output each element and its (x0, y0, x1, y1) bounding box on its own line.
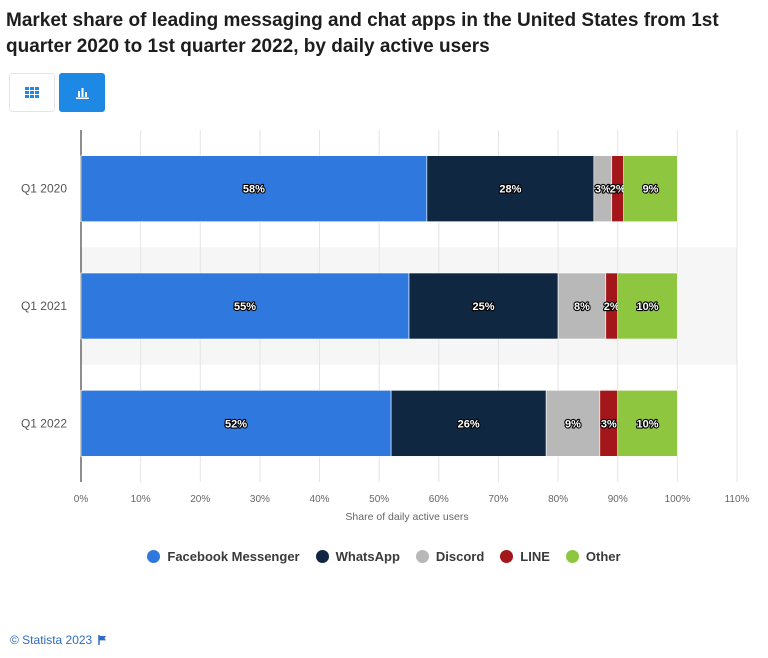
data-label: 58% (243, 184, 265, 196)
data-label: 3% (601, 418, 617, 430)
x-tick-label: 90% (608, 494, 628, 505)
footer: © Statista 2023 (10, 633, 107, 647)
data-label: 9% (565, 418, 581, 430)
x-tick-label: 30% (250, 494, 270, 505)
table-view-button[interactable] (9, 73, 55, 112)
x-tick-label: 80% (548, 494, 568, 505)
legend-item[interactable]: Other (565, 549, 621, 564)
legend-label: WhatsApp (335, 549, 400, 564)
data-label: 3% (595, 184, 611, 196)
data-label: 2% (610, 184, 626, 196)
x-tick-label: 70% (488, 494, 508, 505)
data-label: 52% (225, 418, 247, 430)
x-axis-label: Share of daily active users (345, 511, 468, 523)
category-label: Q1 2022 (21, 416, 67, 430)
chart-title: Market share of leading messaging and ch… (6, 10, 719, 57)
bar-segment (390, 390, 547, 457)
x-tick-label: 50% (369, 494, 389, 505)
x-tick-label: 0% (74, 494, 89, 505)
data-label: 2% (604, 301, 620, 313)
table-grid-icon (25, 87, 39, 98)
bar-segment (557, 272, 607, 340)
x-tick-label: 20% (190, 494, 210, 505)
bar-segment (80, 390, 392, 457)
legend-item[interactable]: Facebook Messenger (147, 549, 300, 564)
legend-label: Other (585, 549, 621, 564)
legend-marker (415, 550, 429, 563)
bar-chart: 0% 10% 20% 30% 40% 50% 60% 70% 80% 90% 100% 110% Sha… (21, 130, 750, 523)
x-tick-label: 100% (665, 494, 691, 505)
legend-item[interactable]: WhatsApp (315, 549, 400, 564)
chart-view-button[interactable] (59, 73, 105, 112)
legend-marker (147, 550, 161, 563)
x-tick-label: 40% (310, 494, 330, 505)
legend-marker (315, 550, 329, 563)
data-label: 25% (473, 301, 495, 313)
bar-segment (80, 155, 428, 222)
x-tick-label: 110% (725, 494, 750, 505)
data-label: 10% (637, 301, 659, 313)
legend-label: Discord (435, 549, 485, 564)
x-tick-label: 10% (131, 494, 151, 505)
legend-label: LINE (520, 549, 550, 564)
data-label: 55% (234, 301, 256, 313)
bar-segment (408, 272, 559, 340)
legend-label: Facebook Messenger (167, 549, 300, 564)
category-label: Q1 2020 (21, 182, 67, 196)
bar-segment (617, 390, 678, 457)
data-label: 10% (637, 418, 659, 430)
data-label: 26% (458, 418, 480, 430)
legend-item[interactable]: LINE (500, 549, 550, 564)
bar-segment (80, 272, 410, 340)
bar-segment (623, 155, 678, 222)
x-tick-label: 60% (429, 494, 449, 505)
flag-icon[interactable] (98, 635, 107, 645)
legend-marker (565, 550, 579, 563)
legend-marker (500, 550, 514, 563)
category-label: Q1 2021 (21, 299, 67, 313)
chart-legend: Facebook Messenger WhatsApp Discord LINE Oth… (0, 549, 768, 564)
data-label: 8% (574, 301, 590, 313)
copyright-link[interactable]: © Statista 2023 (10, 633, 93, 647)
view-toggle (9, 73, 105, 112)
data-label: 28% (499, 184, 521, 196)
bar-chart-icon (75, 87, 89, 99)
bar-segment (545, 390, 601, 457)
bar-segment (617, 272, 678, 340)
data-label: 9% (643, 184, 659, 196)
legend-item[interactable]: Discord (415, 549, 485, 564)
